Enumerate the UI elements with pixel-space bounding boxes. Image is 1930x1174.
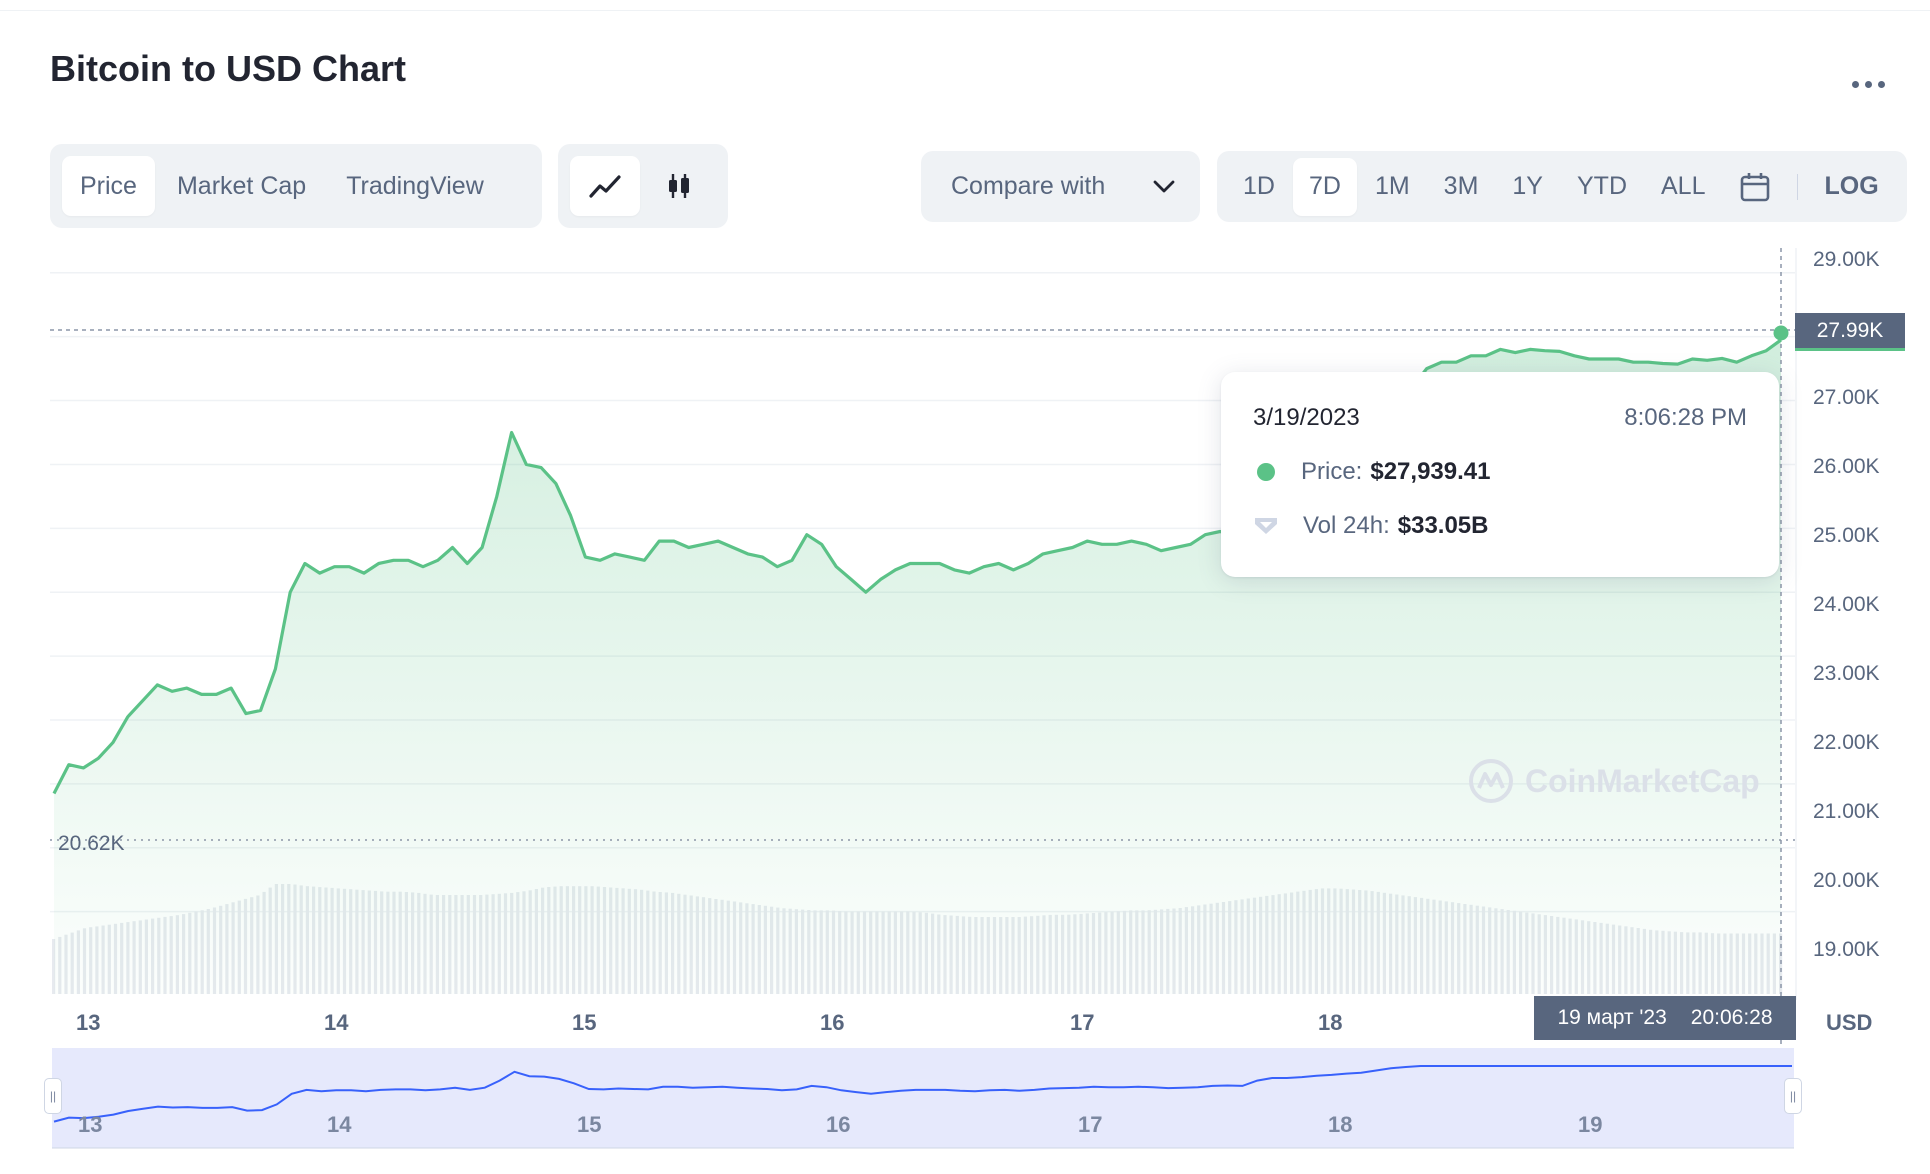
line-chart-button[interactable] bbox=[570, 156, 640, 216]
price-tooltip: 3/19/2023 8:06:28 PM Price: $27,939.41 V… bbox=[1221, 372, 1779, 577]
tab-tradingview[interactable]: TradingView bbox=[346, 171, 484, 200]
page-title: Bitcoin to USD Chart bbox=[50, 48, 406, 89]
range-tabs: 1D 7D 1M 3M 1Y YTD ALL LOG bbox=[1217, 151, 1907, 222]
currency-label: USD bbox=[1826, 1010, 1873, 1035]
range-ytd[interactable]: YTD bbox=[1577, 172, 1627, 200]
volume-bar bbox=[52, 939, 56, 994]
x-tick-label: 17 bbox=[1070, 1010, 1095, 1035]
x-tick-label: 14 bbox=[324, 1010, 349, 1035]
y-tick-label: 22.00K bbox=[1813, 731, 1880, 754]
crosshair-point bbox=[1773, 325, 1789, 341]
navigator-tick-label: 19 bbox=[1578, 1112, 1603, 1137]
calendar-icon bbox=[1741, 172, 1770, 201]
range-all[interactable]: ALL bbox=[1661, 172, 1706, 200]
tooltip-date: 3/19/2023 bbox=[1253, 404, 1360, 431]
x-tick-label: 18 bbox=[1318, 1010, 1343, 1035]
y-tick-label: 23.00K bbox=[1813, 662, 1880, 685]
x-tick-label: 15 bbox=[572, 1010, 597, 1035]
tooltip-price-value: $27,939.41 bbox=[1370, 458, 1491, 485]
crosshair-time: 20:06:28 bbox=[1690, 1006, 1773, 1029]
coinmarketcap-logo-icon bbox=[1469, 759, 1513, 803]
candlestick-button[interactable] bbox=[644, 156, 714, 216]
compare-label: Compare with bbox=[951, 172, 1106, 200]
crosshair-date: 19 март '23 bbox=[1557, 1006, 1667, 1029]
tab-price[interactable]: Price bbox=[62, 156, 155, 216]
current-price-tag-accent bbox=[1795, 348, 1905, 351]
navigator-tick-label: 13 bbox=[78, 1112, 103, 1137]
range-1d[interactable]: 1D bbox=[1243, 172, 1275, 200]
y-tick-label: 20.00K bbox=[1813, 869, 1880, 892]
navigator-right-handle[interactable]: || bbox=[1784, 1078, 1802, 1114]
tooltip-volume-value: $33.05B bbox=[1397, 512, 1489, 539]
tooltip-volume-label: Vol 24h: bbox=[1303, 512, 1390, 539]
watermark-text: CoinMarketCap bbox=[1525, 762, 1760, 799]
volume-icon bbox=[1255, 518, 1277, 534]
calendar-button[interactable] bbox=[1723, 158, 1787, 216]
range-1y[interactable]: 1Y bbox=[1512, 172, 1543, 200]
min-price-label: 20.62K bbox=[58, 832, 125, 855]
tooltip-price-label: Price: bbox=[1301, 458, 1363, 485]
top-divider bbox=[0, 10, 1930, 11]
price-dot-icon bbox=[1257, 463, 1275, 481]
price-line bbox=[52, 338, 1782, 795]
coinmarketcap-watermark: CoinMarketCap bbox=[1467, 757, 1760, 805]
navigator-line bbox=[53, 1065, 1792, 1123]
crosshair-date-tag: 19 март '23 20:06:28 bbox=[1534, 996, 1796, 1040]
y-tick-label: 21.00K bbox=[1813, 800, 1880, 823]
y-tick-label: 29.00K bbox=[1813, 248, 1880, 271]
more-options-icon[interactable] bbox=[1840, 64, 1896, 104]
navigator-left-handle[interactable]: || bbox=[44, 1078, 62, 1114]
navigator-background bbox=[52, 1048, 1794, 1148]
x-tick-label: 13 bbox=[76, 1010, 101, 1035]
navigator-tick-label: 14 bbox=[327, 1112, 352, 1137]
chevron-down-icon bbox=[1153, 180, 1175, 192]
navigator-tick-label: 17 bbox=[1078, 1112, 1103, 1137]
compare-dropdown[interactable]: Compare with bbox=[921, 151, 1200, 222]
range-1m[interactable]: 1M bbox=[1374, 172, 1410, 200]
y-tick-label: 19.00K bbox=[1813, 938, 1880, 961]
y-tick-label: 26.00K bbox=[1813, 455, 1880, 478]
range-divider bbox=[1797, 173, 1799, 200]
view-tabs: Price Market Cap TradingView bbox=[50, 144, 542, 228]
candlestick-icon bbox=[669, 174, 689, 198]
tab-market-cap[interactable]: Market Cap bbox=[176, 171, 307, 200]
y-tick-label: 24.00K bbox=[1813, 593, 1880, 616]
x-tick-label: 16 bbox=[820, 1010, 845, 1035]
range-7d[interactable]: 7D bbox=[1292, 157, 1357, 216]
range-3m[interactable]: 3M bbox=[1443, 172, 1479, 200]
y-tick-label: 27.00K bbox=[1813, 386, 1880, 409]
line-chart-icon bbox=[589, 175, 621, 198]
chart-style-toggle bbox=[558, 144, 728, 228]
log-scale-toggle[interactable]: LOG bbox=[1824, 172, 1879, 200]
current-price-tag: 27.99K bbox=[1795, 313, 1905, 349]
navigator-tick-label: 16 bbox=[826, 1112, 851, 1137]
navigator-tick-label: 15 bbox=[577, 1112, 602, 1137]
y-tick-label: 25.00K bbox=[1813, 524, 1880, 547]
tooltip-time: 8:06:28 PM bbox=[1624, 404, 1747, 431]
navigator-tick-label: 18 bbox=[1328, 1112, 1353, 1137]
